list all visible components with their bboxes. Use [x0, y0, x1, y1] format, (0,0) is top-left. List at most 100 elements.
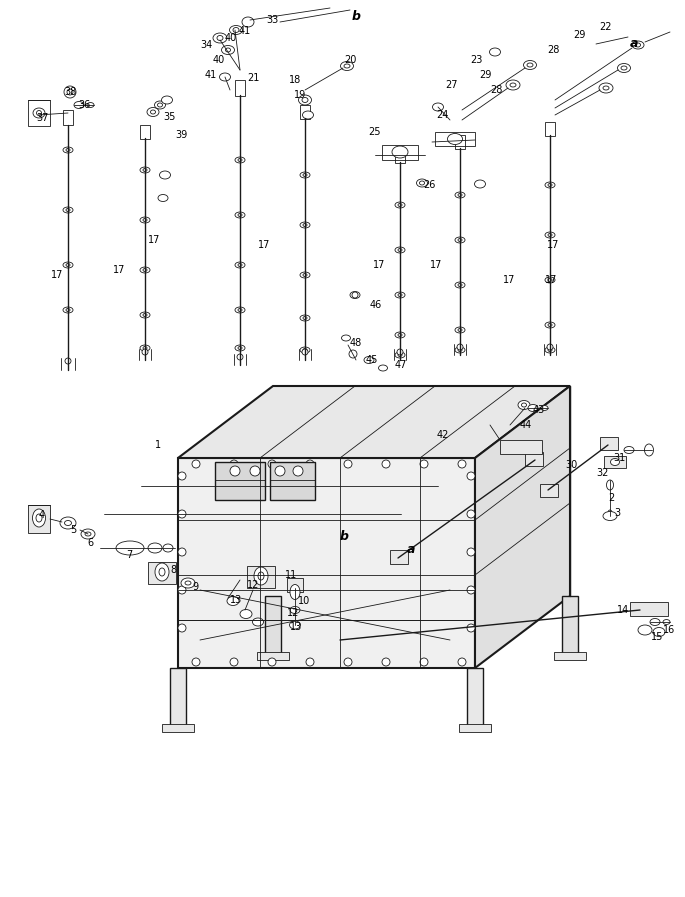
Text: 9: 9 [192, 582, 198, 592]
Ellipse shape [303, 317, 307, 319]
Ellipse shape [455, 327, 465, 333]
Bar [382, 145, 418, 160]
Text: 17: 17 [545, 275, 558, 285]
Ellipse shape [240, 609, 252, 619]
Ellipse shape [548, 324, 552, 327]
Bar [287, 578, 303, 592]
Ellipse shape [545, 182, 555, 188]
Text: 28: 28 [547, 45, 560, 55]
Text: 29: 29 [479, 70, 491, 80]
Ellipse shape [490, 48, 501, 56]
Text: 2: 2 [608, 493, 614, 503]
Ellipse shape [74, 101, 84, 109]
Ellipse shape [303, 274, 307, 276]
Text: 27: 27 [445, 80, 458, 90]
Ellipse shape [116, 541, 144, 555]
Ellipse shape [290, 585, 300, 599]
Circle shape [420, 658, 428, 666]
Ellipse shape [645, 448, 652, 452]
Circle shape [67, 89, 73, 95]
Circle shape [178, 510, 186, 518]
Ellipse shape [303, 349, 307, 352]
Ellipse shape [521, 403, 527, 407]
Polygon shape [178, 386, 570, 458]
Ellipse shape [140, 345, 150, 351]
Text: 24: 24 [436, 110, 449, 120]
Ellipse shape [151, 110, 155, 114]
Circle shape [192, 658, 200, 666]
Ellipse shape [143, 169, 147, 171]
Ellipse shape [238, 264, 242, 266]
Text: a: a [630, 37, 638, 50]
Ellipse shape [545, 347, 555, 353]
Ellipse shape [290, 606, 300, 614]
Text: 32: 32 [596, 468, 608, 478]
Ellipse shape [155, 101, 166, 109]
Text: 3: 3 [614, 508, 620, 518]
Text: 7: 7 [126, 550, 132, 560]
Ellipse shape [545, 232, 555, 238]
Ellipse shape [300, 315, 310, 321]
Bar [540, 484, 558, 497]
Text: 41: 41 [239, 26, 251, 36]
Bar [300, 105, 310, 119]
Circle shape [352, 292, 358, 298]
Ellipse shape [603, 86, 609, 90]
Ellipse shape [254, 567, 268, 585]
Ellipse shape [606, 480, 614, 490]
Text: 5: 5 [70, 525, 76, 535]
Ellipse shape [638, 625, 652, 635]
Ellipse shape [242, 17, 254, 27]
Ellipse shape [617, 64, 630, 73]
Ellipse shape [455, 192, 465, 198]
Circle shape [467, 472, 475, 480]
Circle shape [397, 349, 403, 355]
Ellipse shape [603, 511, 617, 520]
Circle shape [250, 466, 260, 476]
Ellipse shape [36, 110, 42, 116]
Bar [215, 462, 265, 500]
Circle shape [65, 358, 71, 364]
Text: 17: 17 [430, 260, 443, 270]
Ellipse shape [458, 283, 462, 286]
Ellipse shape [60, 517, 76, 529]
Ellipse shape [395, 247, 405, 253]
Circle shape [344, 460, 352, 468]
Circle shape [142, 349, 148, 355]
Text: 36: 36 [78, 100, 90, 110]
Text: 15: 15 [651, 632, 663, 642]
Circle shape [293, 466, 303, 476]
Ellipse shape [213, 33, 227, 43]
Bar [525, 452, 543, 466]
Text: 26: 26 [423, 180, 436, 190]
Bar [140, 125, 150, 139]
Bar [270, 462, 315, 500]
Circle shape [467, 624, 475, 632]
Ellipse shape [545, 322, 555, 328]
Ellipse shape [398, 204, 402, 206]
Text: 31: 31 [613, 453, 625, 463]
Ellipse shape [148, 543, 162, 553]
Circle shape [458, 658, 466, 666]
Ellipse shape [238, 213, 242, 216]
Text: 47: 47 [395, 360, 408, 370]
Ellipse shape [225, 48, 230, 52]
Bar [455, 135, 465, 149]
Text: 41: 41 [205, 70, 217, 80]
Ellipse shape [548, 184, 552, 187]
Text: 29: 29 [573, 30, 586, 40]
Text: 21: 21 [247, 73, 260, 83]
Ellipse shape [455, 347, 465, 353]
Circle shape [178, 586, 186, 594]
Text: 1: 1 [155, 440, 161, 450]
Ellipse shape [233, 28, 239, 32]
Ellipse shape [162, 96, 173, 104]
Ellipse shape [395, 352, 405, 358]
Text: 30: 30 [565, 460, 577, 470]
Ellipse shape [235, 262, 245, 268]
Text: 40: 40 [225, 33, 237, 43]
Ellipse shape [219, 73, 230, 81]
Ellipse shape [624, 447, 634, 454]
Circle shape [547, 344, 553, 350]
Polygon shape [475, 386, 570, 668]
